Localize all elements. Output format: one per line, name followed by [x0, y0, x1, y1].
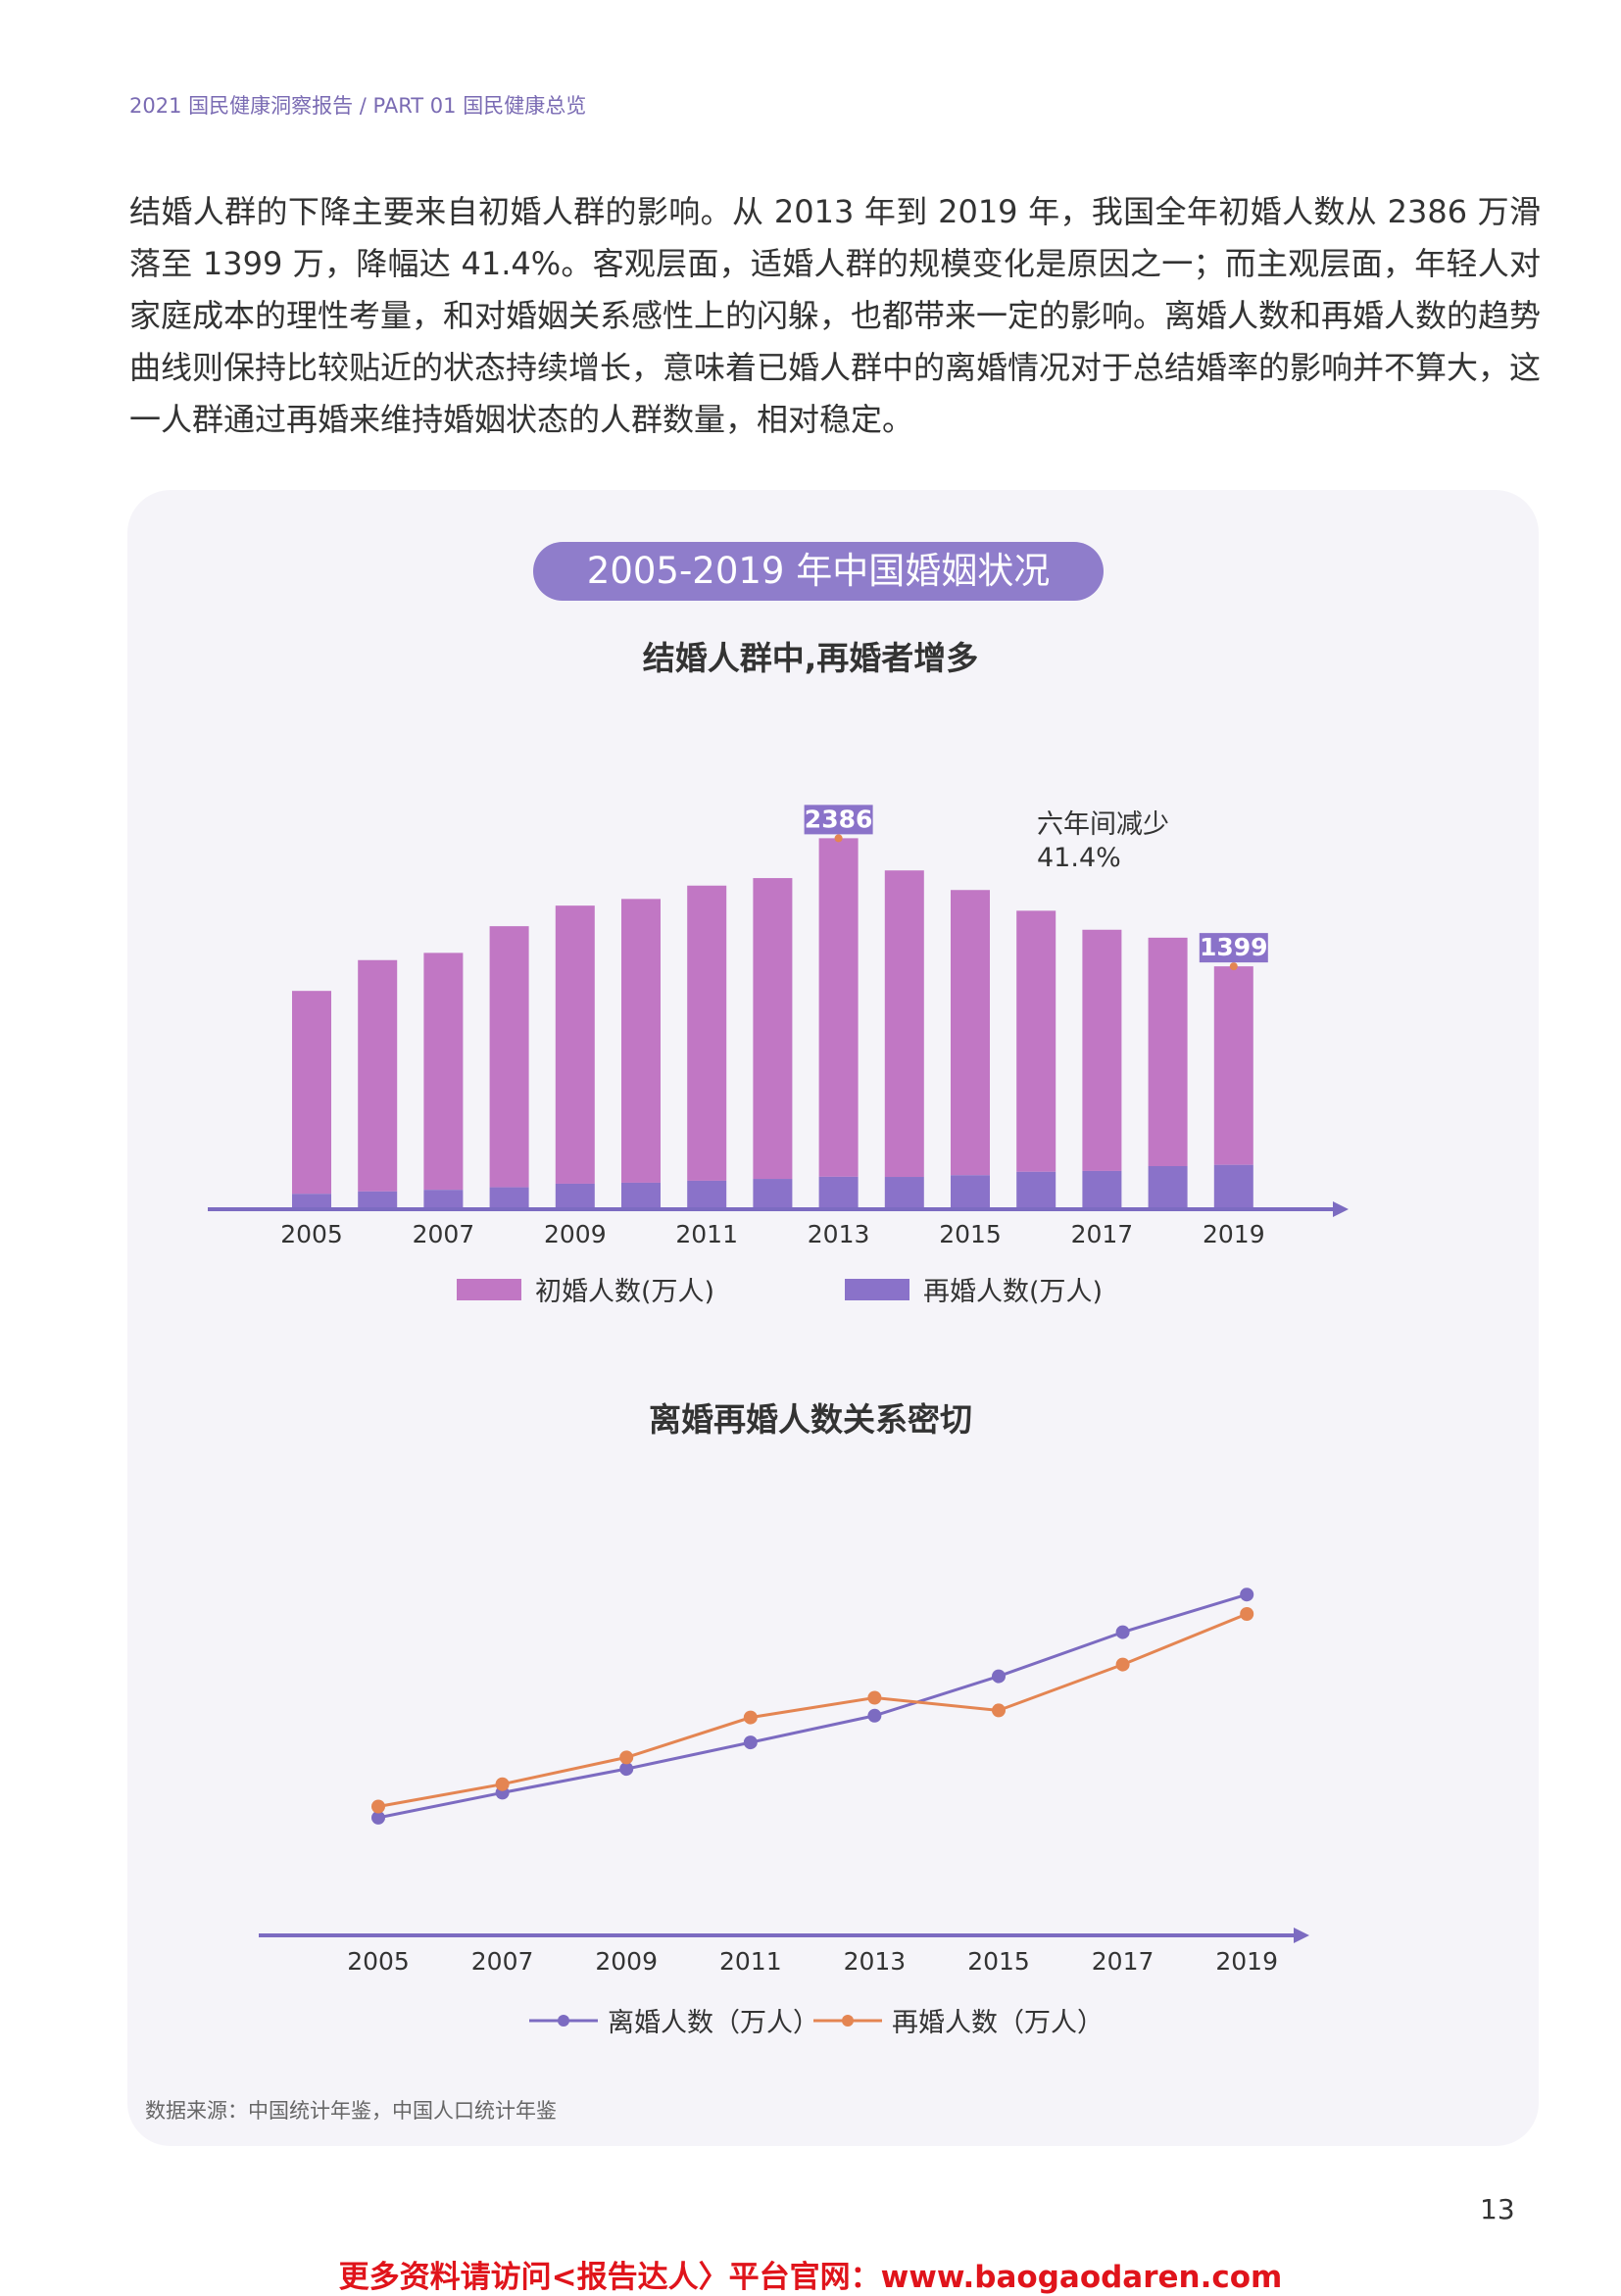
line-x-tick-label: 2015: [967, 1947, 1030, 1976]
bar-first-marriage-2013: [818, 838, 859, 1177]
panel-title: 2005-2019 年中国婚姻状况: [533, 542, 1104, 601]
point-divorce-2011: [743, 1735, 758, 1750]
legend-divorce-line: 离婚人数（万人）: [529, 2001, 819, 2039]
bar-remarriage-2011: [687, 1180, 727, 1207]
bar-x-tick-label: 2015: [939, 1220, 1002, 1248]
line-x-tick-label: 2011: [719, 1947, 782, 1976]
point-divorce-2013: [867, 1708, 882, 1723]
legend-swatch-first-marriage: [457, 1278, 521, 1300]
series-line-remarriage: [377, 1612, 1248, 1808]
data-label-2013: 2386: [805, 805, 873, 833]
bar-first-marriage-2015: [951, 890, 990, 1176]
point-divorce-2017: [1115, 1625, 1130, 1639]
legend-label-remarriage-line: 再婚人数（万人）: [892, 2008, 1104, 2038]
line-chart-title: 离婚再婚人数关系密切: [649, 1400, 972, 1439]
point-remarriage-2015: [992, 1703, 1006, 1718]
bar-remarriage-2010: [621, 1182, 661, 1207]
bar-remarriage-2014: [884, 1177, 924, 1207]
point-remarriage-2011: [743, 1710, 758, 1725]
bar-first-marriage-2017: [1082, 929, 1122, 1171]
bar-first-marriage-2019: [1213, 966, 1253, 1165]
intro-paragraph: 结婚人群的下降主要来自初婚人群的影响。从 2013 年到 2019 年，我国全年…: [129, 193, 1542, 438]
bar-first-marriage-2016: [1016, 910, 1056, 1172]
line-x-tick-label: 2005: [347, 1947, 410, 1976]
annotation-line-1: 六年间减少: [1037, 809, 1169, 840]
data-label-marker: [834, 834, 843, 843]
bar-first-marriage-2014: [884, 870, 924, 1178]
legend-label-first-marriage: 初婚人数(万人): [535, 1277, 715, 1307]
data-label-box: [804, 805, 873, 835]
data-source: 数据来源：中国统计年鉴，中国人口统计年鉴: [145, 2099, 557, 2123]
legend-label-divorce: 离婚人数（万人）: [608, 2008, 819, 2038]
bar-first-marriage-2007: [423, 953, 464, 1191]
point-remarriage-2019: [1240, 1607, 1254, 1621]
bar-remarriage-2013: [818, 1176, 859, 1207]
point-remarriage-2013: [867, 1690, 882, 1705]
bar-remarriage-2012: [753, 1179, 793, 1207]
data-label-marker: [1229, 962, 1238, 971]
point-remarriage-2005: [371, 1799, 385, 1814]
bar-first-marriage-2010: [621, 899, 661, 1183]
bar-chart-title: 结婚人群中,再婚者增多: [642, 639, 979, 677]
bar-remarriage-2007: [423, 1190, 464, 1207]
series-line-divorce: [377, 1592, 1248, 1820]
footer-link-text: 更多资料请访问<报告达人〉平台官网：www.baogaodaren.com: [338, 2260, 1283, 2295]
legend-remarriage: 再婚人数(万人): [845, 1270, 1103, 1308]
line-x-tick-label: 2017: [1092, 1947, 1154, 1976]
bar-remarriage-2006: [358, 1191, 398, 1207]
point-divorce-2015: [992, 1669, 1006, 1684]
page-number: 13: [1480, 2193, 1515, 2225]
bar-remarriage-2016: [1016, 1171, 1056, 1207]
bar-x-axis-arrow-icon: [1333, 1201, 1349, 1217]
legend-first-marriage: 初婚人数(万人): [457, 1270, 714, 1308]
line-x-axis-arrow-icon: [1294, 1928, 1309, 1943]
data-label-2019: 1399: [1200, 933, 1268, 961]
bar-x-tick-label: 2011: [675, 1220, 738, 1248]
bar-x-tick-label: 2019: [1203, 1220, 1265, 1248]
line-x-tick-label: 2013: [844, 1947, 907, 1976]
bar-first-marriage-2011: [687, 885, 727, 1181]
bar-x-tick-label: 2013: [808, 1220, 870, 1248]
breadcrumb: 2021 国民健康洞察报告 / PART 01 国民健康总览: [129, 94, 587, 118]
bar-x-tick-label: 2017: [1071, 1220, 1134, 1248]
bar-first-marriage-2005: [292, 991, 331, 1195]
bar-chart: 2005 2007 2009 2011 2013 2015 2017 2019 2386 1399…: [208, 805, 1349, 1248]
bar-remarriage-2019: [1213, 1164, 1253, 1207]
bar-first-marriage-2008: [489, 926, 529, 1188]
line-x-tick-label: 2009: [595, 1947, 658, 1976]
annotation-line-2: 41.4%: [1037, 843, 1121, 873]
point-divorce-2019: [1240, 1588, 1254, 1602]
bar-first-marriage-2009: [555, 905, 595, 1184]
point-remarriage-2017: [1115, 1657, 1130, 1672]
bar-first-marriage-2006: [358, 959, 398, 1192]
line-chart: 2005 2007 2009 2011 2013 2015 2017 2019: [259, 1588, 1309, 1976]
bar-remarriage-2005: [292, 1194, 331, 1207]
chart-panel: [127, 490, 1539, 2146]
legend-swatch-remarriage: [845, 1278, 909, 1300]
bar-x-tick-label: 2009: [544, 1220, 607, 1248]
bar-remarriage-2017: [1082, 1170, 1122, 1207]
legend-line-divorce-icon: [529, 2014, 598, 2027]
bar-remarriage-2008: [489, 1187, 529, 1207]
point-remarriage-2007: [495, 1777, 510, 1791]
bar-first-marriage-2012: [753, 878, 793, 1180]
line-x-tick-label: 2007: [471, 1947, 534, 1976]
bar-x-tick-label: 2007: [413, 1220, 475, 1248]
bar-first-marriage-2018: [1148, 937, 1188, 1167]
point-remarriage-2009: [619, 1750, 634, 1765]
point-divorce-2005: [371, 1810, 385, 1825]
legend-remarriage-line: 再婚人数（万人）: [813, 2001, 1104, 2039]
line-x-tick-label: 2019: [1215, 1947, 1278, 1976]
data-label-box: [1199, 933, 1268, 963]
point-divorce-2009: [619, 1762, 634, 1777]
bar-remarriage-2015: [951, 1175, 990, 1207]
bar-remarriage-2018: [1148, 1166, 1188, 1207]
bar-x-tick-label: 2005: [280, 1220, 343, 1248]
bar-remarriage-2009: [555, 1183, 595, 1207]
legend-label-remarriage: 再婚人数(万人): [923, 1277, 1104, 1307]
legend-line-remarriage-icon: [813, 2014, 882, 2027]
